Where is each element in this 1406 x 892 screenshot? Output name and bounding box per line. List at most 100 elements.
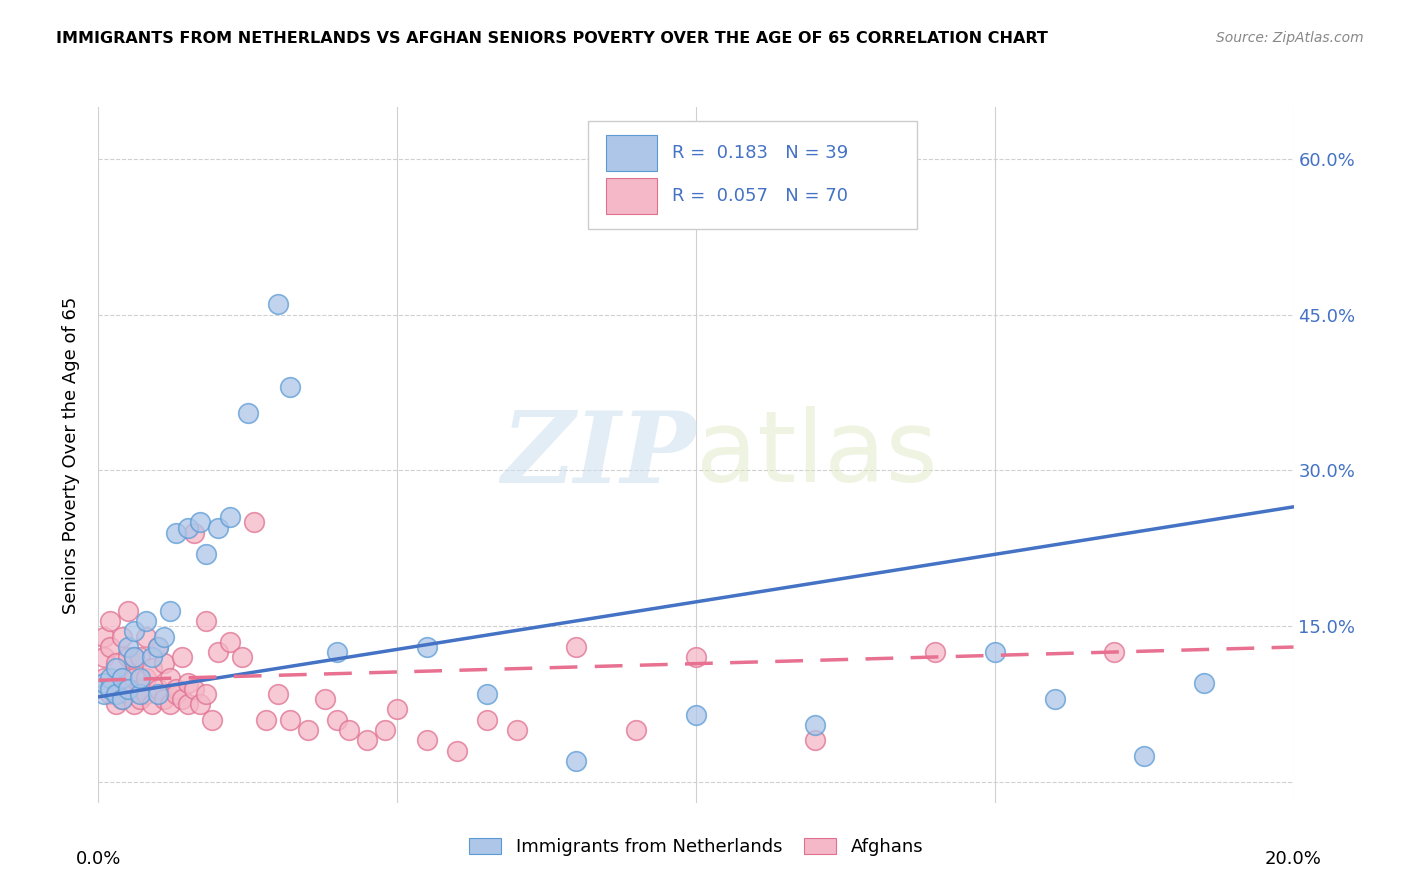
Point (93, 687, 115, 701)
Point (278, 380, 301, 394)
Point (148, 640, 170, 654)
Point (124, 650, 146, 665)
Point (207, 645, 229, 659)
Point (129, 687, 152, 701)
Point (183, 681, 205, 696)
Text: ZIP: ZIP (501, 407, 696, 503)
Point (135, 687, 157, 701)
Point (129, 650, 152, 665)
Point (165, 687, 187, 701)
Point (1133, 749, 1156, 764)
FancyBboxPatch shape (589, 121, 917, 229)
Point (1192, 676, 1215, 690)
Point (243, 516, 266, 530)
Point (984, 645, 1007, 659)
Point (129, 681, 152, 696)
Text: Source: ZipAtlas.com: Source: ZipAtlas.com (1216, 31, 1364, 45)
Point (105, 681, 128, 696)
Point (105, 697, 128, 711)
Point (159, 671, 181, 685)
Point (93, 650, 115, 665)
Point (1104, 645, 1126, 659)
Text: 0.0%: 0.0% (76, 849, 121, 868)
Point (129, 692, 152, 706)
Point (159, 604, 181, 618)
Point (153, 656, 176, 670)
Legend: Immigrants from Netherlands, Afghans: Immigrants from Netherlands, Afghans (461, 830, 931, 863)
Point (111, 692, 134, 706)
Point (219, 510, 242, 524)
Point (117, 640, 139, 654)
Point (475, 713, 498, 727)
Point (135, 614, 157, 628)
Point (1043, 692, 1066, 706)
Point (148, 681, 170, 696)
Point (111, 630, 134, 644)
Point (129, 671, 152, 685)
Point (207, 520, 229, 534)
Point (195, 614, 218, 628)
Point (177, 676, 200, 690)
Point (117, 687, 139, 701)
Point (685, 707, 707, 722)
Point (165, 681, 187, 696)
Point (117, 604, 139, 618)
Point (172, 692, 194, 706)
FancyBboxPatch shape (606, 135, 657, 171)
Point (475, 687, 498, 701)
Point (98, 614, 122, 628)
Point (124, 671, 146, 685)
Point (188, 697, 211, 711)
Point (374, 723, 396, 738)
Text: 20.0%: 20.0% (1265, 849, 1322, 868)
Point (315, 692, 337, 706)
Point (105, 661, 128, 675)
Text: R =  0.057   N = 70: R = 0.057 N = 70 (672, 187, 848, 205)
Point (93, 630, 115, 644)
Point (177, 520, 200, 534)
Point (339, 723, 361, 738)
Point (159, 697, 181, 711)
Point (385, 702, 409, 716)
Point (236, 406, 259, 420)
Point (804, 733, 827, 747)
Point (98, 640, 122, 654)
Point (98, 687, 122, 701)
Point (111, 671, 134, 685)
Point (267, 297, 290, 311)
Point (685, 650, 707, 665)
Point (93, 676, 115, 690)
Point (117, 681, 139, 696)
Point (172, 650, 194, 665)
Point (135, 671, 157, 685)
Y-axis label: Seniors Poverty Over the Age of 65: Seniors Poverty Over the Age of 65 (62, 296, 80, 614)
Point (231, 650, 253, 665)
Point (165, 525, 187, 540)
Point (326, 645, 349, 659)
Point (804, 718, 827, 732)
Point (924, 645, 946, 659)
Point (141, 697, 163, 711)
Point (297, 723, 319, 738)
Point (188, 516, 211, 530)
Point (416, 640, 439, 654)
Point (141, 650, 163, 665)
Point (124, 624, 146, 639)
Point (183, 525, 205, 540)
Point (356, 733, 378, 747)
Point (565, 754, 588, 768)
Text: IMMIGRANTS FROM NETHERLANDS VS AFGHAN SENIORS POVERTY OVER THE AGE OF 65 CORRELA: IMMIGRANTS FROM NETHERLANDS VS AFGHAN SE… (56, 31, 1047, 46)
Point (105, 687, 128, 701)
Point (153, 630, 176, 644)
Text: R =  0.183   N = 39: R = 0.183 N = 39 (672, 144, 848, 162)
Point (195, 687, 218, 701)
Point (446, 744, 468, 758)
Point (135, 630, 157, 644)
Point (105, 656, 128, 670)
Point (98, 681, 122, 696)
Point (267, 687, 290, 701)
Point (124, 650, 146, 665)
Point (201, 713, 224, 727)
Point (117, 671, 139, 685)
Point (416, 733, 439, 747)
